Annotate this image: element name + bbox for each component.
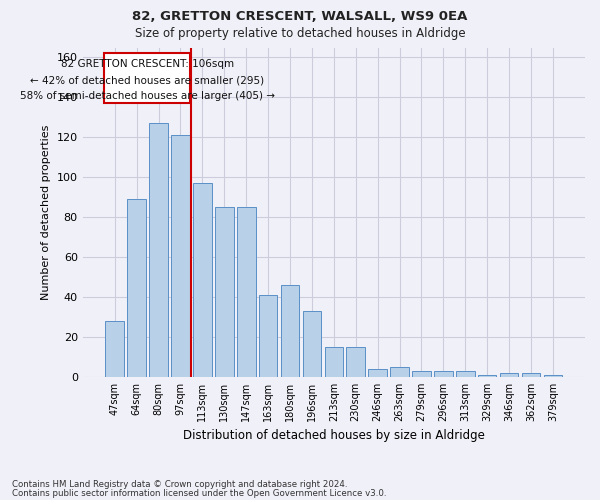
Text: 82 GRETTON CRESCENT: 106sqm: 82 GRETTON CRESCENT: 106sqm xyxy=(61,60,234,70)
Bar xyxy=(106,321,124,377)
Text: Contains HM Land Registry data © Crown copyright and database right 2024.: Contains HM Land Registry data © Crown c… xyxy=(12,480,347,489)
Text: Contains public sector information licensed under the Open Government Licence v3: Contains public sector information licen… xyxy=(12,490,386,498)
Bar xyxy=(237,207,256,377)
Bar xyxy=(390,367,409,377)
Bar xyxy=(281,285,299,377)
Bar xyxy=(193,184,212,377)
Bar xyxy=(434,371,452,377)
Text: Size of property relative to detached houses in Aldridge: Size of property relative to detached ho… xyxy=(134,28,466,40)
Bar xyxy=(544,375,562,377)
Bar xyxy=(500,373,518,377)
Text: 82, GRETTON CRESCENT, WALSALL, WS9 0EA: 82, GRETTON CRESCENT, WALSALL, WS9 0EA xyxy=(133,10,467,23)
Bar xyxy=(456,371,475,377)
Bar xyxy=(259,295,277,377)
Text: 58% of semi-detached houses are larger (405) →: 58% of semi-detached houses are larger (… xyxy=(20,92,275,102)
Bar xyxy=(127,199,146,377)
Bar xyxy=(215,207,233,377)
Bar xyxy=(478,375,496,377)
X-axis label: Distribution of detached houses by size in Aldridge: Distribution of detached houses by size … xyxy=(183,430,485,442)
Bar xyxy=(149,124,168,377)
Bar xyxy=(325,347,343,377)
Bar xyxy=(368,369,387,377)
FancyBboxPatch shape xyxy=(104,54,190,104)
Bar xyxy=(346,347,365,377)
Bar xyxy=(171,136,190,377)
Text: ← 42% of detached houses are smaller (295): ← 42% of detached houses are smaller (29… xyxy=(30,76,265,86)
Bar xyxy=(412,371,431,377)
Y-axis label: Number of detached properties: Number of detached properties xyxy=(41,124,51,300)
Bar xyxy=(521,373,540,377)
Bar xyxy=(302,311,321,377)
